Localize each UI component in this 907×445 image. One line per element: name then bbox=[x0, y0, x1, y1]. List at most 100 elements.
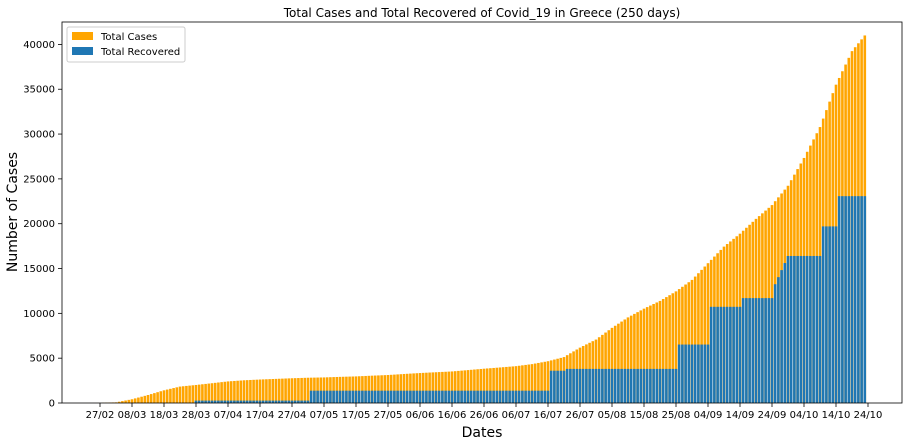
total-cases-bar bbox=[159, 391, 163, 403]
total-cases-bar bbox=[495, 367, 499, 403]
total-cases-bar bbox=[146, 395, 150, 403]
total-recovered-bar bbox=[345, 390, 348, 403]
total-cases-bar bbox=[316, 377, 319, 403]
total-recovered-bar bbox=[706, 344, 710, 403]
x-tick-label: 24/10 bbox=[854, 410, 883, 421]
total-cases-bar bbox=[287, 378, 291, 403]
total-cases-bar bbox=[313, 377, 316, 403]
total-cases-bar bbox=[665, 297, 668, 403]
total-recovered-bar bbox=[549, 370, 553, 403]
total-cases-bar bbox=[447, 371, 451, 403]
total-recovered-bar bbox=[473, 390, 476, 403]
total-cases-bar bbox=[441, 371, 444, 403]
total-recovered-bar bbox=[265, 400, 268, 403]
total-recovered-bar bbox=[799, 255, 803, 403]
total-recovered-bar bbox=[524, 390, 527, 403]
total-cases-bar bbox=[329, 377, 332, 403]
total-recovered-bar bbox=[444, 390, 447, 403]
total-cases-bar bbox=[197, 384, 201, 403]
total-recovered-bar bbox=[773, 284, 777, 403]
total-recovered-bar bbox=[834, 226, 838, 403]
total-recovered-bar bbox=[399, 390, 403, 403]
total-recovered-bar bbox=[693, 344, 697, 403]
total-cases-bar bbox=[245, 380, 249, 403]
total-cases-bar bbox=[457, 370, 460, 403]
total-cases-bar bbox=[175, 387, 179, 403]
total-recovered-bar bbox=[626, 368, 630, 403]
total-recovered-bar bbox=[463, 390, 467, 403]
total-cases-bar bbox=[220, 382, 223, 403]
total-recovered-bar bbox=[249, 400, 252, 403]
total-recovered-bar bbox=[469, 390, 473, 403]
x-tick-label: 06/07 bbox=[502, 410, 531, 421]
x-axis: 27/02 08/03 18/03 28/03 07/04 17/04 27/04 07/05… bbox=[86, 403, 883, 421]
total-recovered-bar bbox=[837, 196, 841, 403]
total-recovered-bar bbox=[409, 390, 412, 403]
x-tick-label: 27/02 bbox=[86, 410, 115, 421]
total-recovered-bar bbox=[514, 390, 518, 403]
total-recovered-bar bbox=[197, 400, 201, 403]
total-recovered-bar bbox=[335, 390, 339, 403]
total-recovered-bar bbox=[482, 390, 486, 403]
total-recovered-bar bbox=[668, 368, 671, 403]
total-cases-bar bbox=[117, 401, 121, 403]
total-cases-bar bbox=[162, 390, 166, 403]
total-recovered-bar bbox=[623, 368, 627, 403]
total-recovered-bar bbox=[700, 344, 703, 403]
total-cases-bar bbox=[527, 364, 531, 403]
total-recovered-bar bbox=[671, 368, 675, 403]
total-recovered-bar bbox=[226, 400, 230, 403]
total-recovered-bar bbox=[841, 196, 844, 403]
x-tick-label: 08/03 bbox=[118, 410, 147, 421]
total-cases-bar bbox=[293, 378, 297, 403]
total-cases-bar bbox=[613, 325, 617, 403]
total-recovered-bar bbox=[319, 390, 323, 403]
y-tick-label: 10000 bbox=[23, 309, 55, 320]
total-recovered-bar bbox=[639, 368, 643, 403]
x-tick-label: 07/04 bbox=[214, 410, 243, 421]
total-cases-bar bbox=[153, 393, 156, 403]
total-recovered-bar bbox=[684, 344, 687, 403]
total-cases-bar bbox=[690, 279, 694, 403]
total-recovered-bar bbox=[431, 390, 435, 403]
total-cases-bar bbox=[268, 379, 271, 403]
total-cases-bar bbox=[463, 370, 467, 403]
total-recovered-bar bbox=[229, 400, 233, 403]
total-recovered-bar bbox=[610, 368, 614, 403]
total-cases-bar bbox=[133, 398, 137, 403]
total-recovered-bar bbox=[396, 390, 399, 403]
total-recovered-bar bbox=[313, 390, 316, 403]
total-recovered-bar bbox=[437, 390, 441, 403]
total-recovered-bar bbox=[658, 368, 662, 403]
total-recovered-bar bbox=[210, 400, 214, 403]
total-recovered-bar bbox=[850, 196, 854, 403]
total-cases-bar bbox=[671, 293, 675, 403]
total-cases-bar bbox=[233, 380, 236, 403]
total-cases-bar bbox=[265, 379, 268, 403]
total-recovered-bar bbox=[661, 368, 665, 403]
total-cases-bar bbox=[341, 376, 345, 403]
total-recovered-bar bbox=[690, 344, 694, 403]
total-recovered-bar bbox=[290, 400, 294, 403]
total-cases-bar bbox=[255, 379, 259, 403]
total-recovered-bar bbox=[857, 196, 860, 403]
total-recovered-bar bbox=[255, 400, 259, 403]
total-recovered-bar bbox=[620, 368, 623, 403]
total-recovered-bar bbox=[207, 400, 211, 403]
total-cases-bar bbox=[485, 368, 489, 403]
total-cases-bar bbox=[444, 371, 447, 403]
total-cases-bar bbox=[636, 312, 639, 403]
total-cases-bar bbox=[281, 378, 284, 403]
legend-label-total-recovered: Total Recovered bbox=[100, 47, 180, 58]
total-recovered-bar bbox=[425, 390, 428, 403]
total-recovered-bar bbox=[745, 298, 748, 403]
total-cases-bar bbox=[706, 263, 710, 403]
total-recovered-bar bbox=[553, 370, 556, 403]
total-recovered-bar bbox=[786, 255, 790, 403]
total-cases-bar bbox=[492, 367, 495, 403]
total-recovered-bar bbox=[361, 390, 364, 403]
total-recovered-bar bbox=[354, 390, 358, 403]
total-recovered-bar bbox=[556, 370, 559, 403]
total-recovered-bar bbox=[636, 368, 639, 403]
total-cases-bar bbox=[508, 366, 511, 403]
